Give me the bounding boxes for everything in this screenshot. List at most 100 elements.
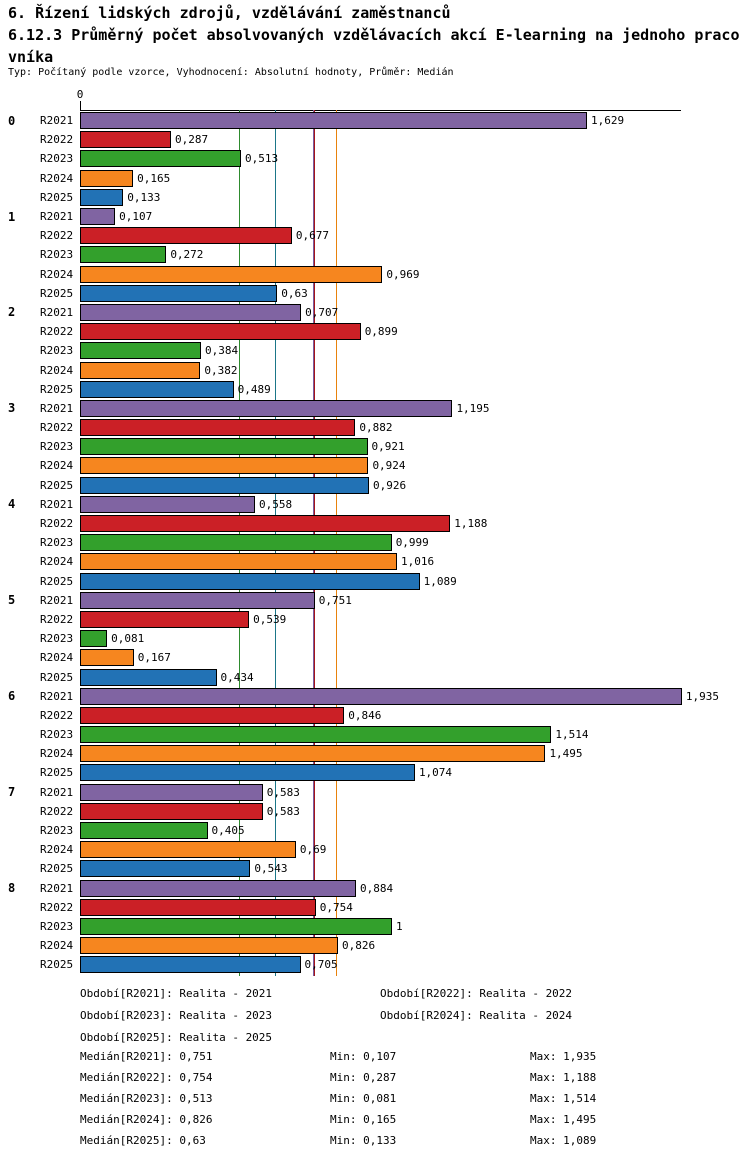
bar-value-label: 0,539 xyxy=(253,612,287,626)
bar-value-label: 1,188 xyxy=(454,517,488,531)
stat-min: Min: 0,107 xyxy=(330,1050,397,1063)
bar-value-label: 0,133 xyxy=(127,190,161,204)
group-label: 1 xyxy=(8,209,16,224)
chart-row: R2024 0,924 xyxy=(0,456,750,475)
chart-row: R2024 0,165 xyxy=(0,169,750,188)
series-label: R2022 xyxy=(40,900,74,914)
bar-value-label: 0,107 xyxy=(119,210,153,224)
stat-max: Max: 1,495 xyxy=(530,1113,597,1126)
series-label: R2025 xyxy=(40,574,74,588)
bar-r2024-group-7 xyxy=(80,841,296,859)
chart-row: 1 R2021 0,107 xyxy=(0,207,750,226)
bar-value-label: 1,514 xyxy=(555,728,589,742)
chart-row: 7 R2021 0,583 xyxy=(0,783,750,802)
series-label: R2024 xyxy=(40,843,74,857)
bar-area: 0,272 xyxy=(80,245,750,264)
chart-row: R2023 0,272 xyxy=(0,245,750,264)
group-label: 0 xyxy=(8,113,16,128)
series-label: R2024 xyxy=(40,939,74,953)
bar-r2023-group-6 xyxy=(80,726,552,744)
bar-r2025-group-3 xyxy=(80,476,370,494)
bar-value-label: 0,921 xyxy=(371,440,405,454)
bar-area: 0,63 xyxy=(80,284,750,303)
series-label: R2024 xyxy=(40,747,74,761)
bar-value-label: 0,558 xyxy=(258,497,293,511)
bar-value-label: 1,089 xyxy=(423,574,457,588)
axis-line xyxy=(80,110,681,111)
legend-item: Období[R2024]: Realita - 2024 xyxy=(380,1009,573,1022)
stat-min: Min: 0,287 xyxy=(330,1071,397,1084)
stats-row: Medián[R2023]: 0,513 Min: 0,081 Max: 1,514 xyxy=(80,1092,596,1113)
stats-row: Medián[R2024]: 0,826 Min: 0,165 Max: 1,495 xyxy=(80,1113,596,1134)
bar-r2025-group-0 xyxy=(80,188,124,206)
bar-value-label: 0,167 xyxy=(137,651,171,665)
bar-value-label: 0,583 xyxy=(266,785,300,799)
series-label: R2021 xyxy=(40,593,74,607)
bar-area: 0,705 xyxy=(80,955,750,974)
bar-area: 0,081 xyxy=(80,629,750,648)
stat-median: Medián[R2023]: 0,513 xyxy=(80,1092,213,1105)
stats-row: Medián[R2022]: 0,754 Min: 0,287 Max: 1,188 xyxy=(80,1071,596,1092)
series-label: R2022 xyxy=(40,133,74,147)
bar-value-label: 0,63 xyxy=(281,286,308,300)
bar-area: 1,089 xyxy=(80,572,750,591)
series-label: R2023 xyxy=(40,344,74,358)
bar-area: 0,921 xyxy=(80,437,750,456)
bar-value-label: 0,081 xyxy=(111,632,145,646)
bar-area: 0,583 xyxy=(80,802,750,821)
bar-area: 0,846 xyxy=(80,706,750,725)
bar-value-label: 0,434 xyxy=(220,670,254,684)
series-label: R2025 xyxy=(40,670,74,684)
bar-r2023-group-8 xyxy=(80,917,392,935)
bar-r2021-group-4 xyxy=(80,495,255,513)
group-label: 2 xyxy=(8,305,16,320)
series-label: R2023 xyxy=(40,919,74,933)
chart-row: R2023 1 xyxy=(0,917,750,936)
bar-r2023-group-1 xyxy=(80,246,167,264)
stat-median: Medián[R2021]: 0,751 xyxy=(80,1050,213,1063)
bar-r2025-group-5 xyxy=(80,668,217,686)
bar-r2024-group-6 xyxy=(80,745,546,763)
chart-row: R2022 0,754 xyxy=(0,898,750,917)
bar-r2021-group-0 xyxy=(80,112,587,130)
bar-area: 0,826 xyxy=(80,936,750,955)
group-label: 5 xyxy=(8,593,16,608)
bar-r2025-group-4 xyxy=(80,572,420,590)
series-label: R2022 xyxy=(40,612,74,626)
series-label: R2022 xyxy=(40,229,74,243)
bar-area: 0,69 xyxy=(80,840,750,859)
bar-value-label: 0,751 xyxy=(318,593,352,607)
bar-value-label: 0,999 xyxy=(395,536,429,550)
bar-area: 0,999 xyxy=(80,533,750,552)
bar-r2021-group-8 xyxy=(80,879,357,897)
bar-area: 0,287 xyxy=(80,130,750,149)
bar-value-label: 0,899 xyxy=(364,325,398,339)
bar-value-label: 0,707 xyxy=(305,305,339,319)
chart-title-line1: 6.12.3 Průměrný počet absolvovaných vzdě… xyxy=(8,26,740,44)
bar-value-label: 1,935 xyxy=(685,689,719,703)
chart-row: R2025 0,63 xyxy=(0,284,750,303)
bar-r2025-group-6 xyxy=(80,764,415,782)
group-label: 8 xyxy=(8,881,16,896)
bar-area: 1,074 xyxy=(80,763,750,782)
bar-value-label: 1,195 xyxy=(456,401,490,415)
stats-row: Medián[R2021]: 0,751 Min: 0,107 Max: 1,935 xyxy=(80,1050,596,1071)
series-label: R2021 xyxy=(40,785,74,799)
axis-tick xyxy=(80,101,81,110)
stat-max: Max: 1,514 xyxy=(530,1092,597,1105)
stat-median: Medián[R2024]: 0,826 xyxy=(80,1113,213,1126)
chart-row: R2025 1,074 xyxy=(0,763,750,782)
bar-value-label: 0,884 xyxy=(360,881,394,895)
chart-row: R2025 0,543 xyxy=(0,859,750,878)
series-label: R2025 xyxy=(40,190,74,204)
series-label: R2023 xyxy=(40,728,74,742)
bar-area: 0,707 xyxy=(80,303,750,322)
bar-value-label: 1 xyxy=(396,919,403,933)
series-label: R2025 xyxy=(40,286,74,300)
bar-area: 1,514 xyxy=(80,725,750,744)
bar-area: 1,188 xyxy=(80,514,750,533)
chart-row: R2025 0,705 xyxy=(0,955,750,974)
bar-area: 1,935 xyxy=(80,687,750,706)
series-label: R2025 xyxy=(40,862,74,876)
